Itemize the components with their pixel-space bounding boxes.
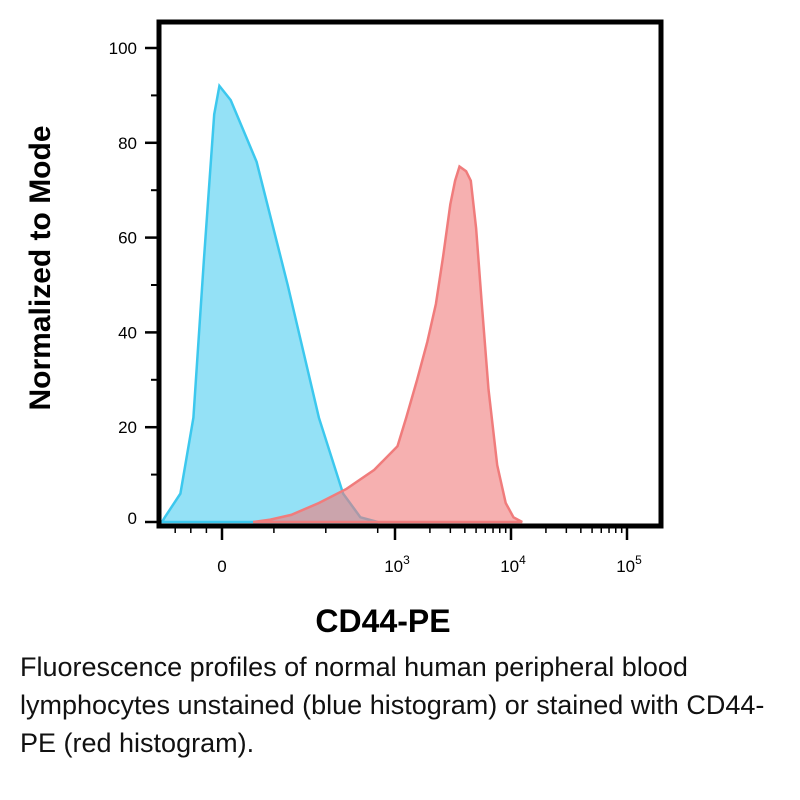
x-tick-exponent: 4 xyxy=(519,553,526,567)
x-tick-label: 104 xyxy=(500,553,526,576)
x-tick-exponent: 3 xyxy=(403,553,410,567)
series-layer xyxy=(159,82,523,524)
histogram-chart: 0 20 40 60 80 100 0 103 104 105 Normalized to Mo… xyxy=(24,19,664,639)
y-tick-label: 60 xyxy=(118,229,137,248)
figure-caption: Fluorescence profiles of normal human pe… xyxy=(20,652,765,758)
y-tick-label: 0 xyxy=(128,509,137,528)
x-tick-label: 103 xyxy=(384,553,410,576)
x-axis-title: CD44-PE xyxy=(315,603,450,639)
y-axis-title: Normalized to Mode xyxy=(24,125,57,410)
y-tick-label: 40 xyxy=(118,323,137,342)
y-axis-ticks: 0 20 40 60 80 100 xyxy=(109,39,159,528)
series-cd44-pe-area xyxy=(252,164,523,524)
x-tick-label: 0 xyxy=(217,557,226,576)
y-tick-label: 100 xyxy=(109,39,137,58)
series-unstained-area xyxy=(159,82,379,524)
plot-frame xyxy=(156,19,664,529)
x-axis-ticks: 0 103 104 105 xyxy=(174,526,642,576)
x-tick-label: 105 xyxy=(616,553,642,576)
y-tick-label: 20 xyxy=(118,418,137,437)
y-tick-label: 80 xyxy=(118,134,137,153)
x-tick-exponent: 5 xyxy=(635,553,642,567)
